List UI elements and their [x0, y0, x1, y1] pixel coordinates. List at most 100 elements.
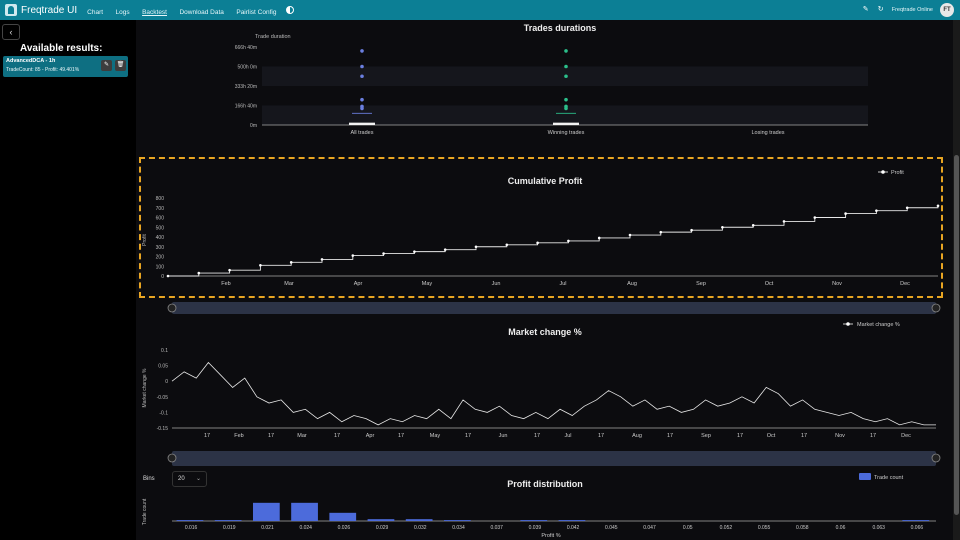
x-tick-label: All trades	[351, 130, 374, 136]
y-tick-label: 0m	[250, 123, 257, 129]
histogram-bar	[520, 520, 548, 521]
legend-label: Market change %	[857, 322, 900, 328]
x-tick-label: Sep	[696, 281, 706, 287]
x-tick-label: 0.034	[452, 525, 465, 531]
cumulative-profit-title: Cumulative Profit	[507, 176, 583, 186]
outlier-point	[564, 64, 568, 69]
x-tick-label: 0.06	[836, 525, 846, 531]
x-tick-label: Sep	[701, 433, 711, 439]
y-axis-label: Market change %	[142, 368, 148, 407]
data-point	[628, 233, 632, 237]
outlier-point	[360, 97, 364, 102]
slider-handle-left	[167, 453, 177, 463]
results-sidebar: ‹ Available results: AdvancedDCA - 1h Tr…	[0, 20, 131, 540]
histogram-bar	[902, 520, 930, 521]
app-title[interactable]: Freqtrade UI	[21, 4, 78, 16]
data-point	[536, 241, 539, 245]
freqtrade-logo[interactable]	[5, 4, 17, 16]
y-tick-label: 0	[165, 379, 168, 385]
histogram-bar	[558, 520, 586, 521]
market-change-chart: Market change % -0.15 -0.1 -0.05 0 0.05 0.1 17 F…	[142, 322, 936, 439]
x-tick-label: 17	[598, 433, 604, 439]
y-axis-label: Trade count	[142, 498, 148, 525]
market-zoom-slider[interactable]	[167, 451, 941, 466]
slider-handle-right	[931, 453, 941, 463]
x-tick-label: Oct	[767, 433, 776, 439]
x-tick-label: Dec	[901, 433, 911, 439]
refresh-icon[interactable]: ↻	[877, 6, 884, 13]
main-nav: Chart Logs Backtest Download Data Pairli…	[87, 1, 284, 19]
cumulative-zoom-slider[interactable]	[167, 302, 941, 314]
histogram-bar	[291, 502, 318, 521]
profit-distribution-chart: Trade count 0.016 0.019 0.021 0.024 0.026 0.02…	[142, 473, 936, 539]
y-tick-label: 0.05	[158, 364, 168, 370]
y-tick-label: 800	[156, 196, 165, 202]
x-tick-label: 17	[737, 433, 743, 439]
data-point	[844, 212, 847, 215]
x-tick-label: Dec	[900, 281, 910, 287]
x-tick-label: 17	[534, 433, 540, 439]
nav-download-data[interactable]: Download Data	[179, 9, 224, 16]
x-tick-label: 0.047	[643, 525, 656, 531]
x-tick-label: 17	[870, 433, 876, 439]
data-point	[782, 220, 786, 223]
histogram-bar	[214, 520, 242, 521]
x-tick-label: Apr	[354, 281, 363, 287]
outlier-point	[360, 49, 364, 53]
avatar[interactable]: FT	[940, 3, 954, 17]
y-tick-label: 600	[156, 216, 165, 222]
y-tick-label: -0.15	[157, 426, 169, 432]
theme-toggle-icon[interactable]	[286, 6, 295, 14]
pin-icon[interactable]: ✎	[862, 6, 869, 13]
x-axis-label: Profit %	[541, 533, 560, 539]
slider-handle-right	[931, 303, 941, 313]
page-scrollbar[interactable]	[953, 20, 960, 540]
y-tick-label: 166h 40m	[235, 104, 257, 110]
nav-pairlist-config[interactable]: Pairlist Config	[236, 9, 277, 16]
histogram-bar	[367, 519, 395, 521]
x-tick-label: 17	[667, 433, 673, 439]
data-point	[875, 209, 878, 212]
highlight-box	[139, 157, 943, 298]
x-tick-label: 0.021	[261, 525, 274, 531]
delete-icon[interactable]: 🗑	[115, 60, 126, 71]
x-tick-label: 0.029	[376, 525, 389, 531]
top-right-controls: ✎ ↻ Freqtrade Online FT	[862, 0, 954, 20]
available-results-heading: Available results:	[20, 43, 103, 54]
bins-select[interactable]: 20 ⌄	[172, 471, 207, 487]
x-tick-label: 0.024	[299, 525, 312, 531]
histogram-bar	[176, 520, 204, 521]
data-point	[382, 252, 385, 255]
histogram-bar	[443, 520, 471, 521]
data-point	[443, 248, 447, 251]
nav-backtest[interactable]: Backtest	[142, 9, 167, 16]
back-button[interactable]: ‹	[2, 24, 20, 40]
profit-distribution-title: Profit distribution	[507, 479, 583, 489]
nav-logs[interactable]: Logs	[115, 9, 130, 16]
series-line-market-change	[171, 361, 936, 426]
trades-durations-chart: Trade duration 0m 166h 40m 333h 20m 500h 0m 6…	[235, 34, 868, 136]
x-tick-label: Jun	[492, 281, 501, 287]
x-tick-label: 0.052	[720, 525, 733, 531]
x-tick-label: 17	[268, 433, 274, 439]
x-tick-label: Nov	[835, 433, 845, 439]
data-point	[567, 239, 570, 243]
y-tick-label: 300	[156, 245, 165, 251]
x-tick-label: 0.066	[911, 525, 924, 531]
data-point	[721, 225, 724, 229]
data-point	[597, 236, 601, 240]
bins-label: Bins	[143, 476, 155, 482]
scrollbar-thumb[interactable]	[954, 155, 959, 515]
y-tick-label: -0.05	[157, 395, 169, 401]
x-tick-label: 0.019	[223, 525, 236, 531]
y-tick-label: 0.1	[161, 348, 168, 354]
data-point	[905, 206, 909, 210]
nav-chart[interactable]: Chart	[87, 9, 104, 16]
data-point	[813, 216, 817, 219]
x-tick-label: Mar	[284, 281, 294, 287]
edit-icon[interactable]: ✎	[101, 60, 112, 71]
result-item[interactable]: AdvancedDCA - 1h TradeCount: 85 - Profit…	[3, 56, 128, 77]
data-point	[197, 271, 201, 275]
data-point	[228, 268, 231, 272]
